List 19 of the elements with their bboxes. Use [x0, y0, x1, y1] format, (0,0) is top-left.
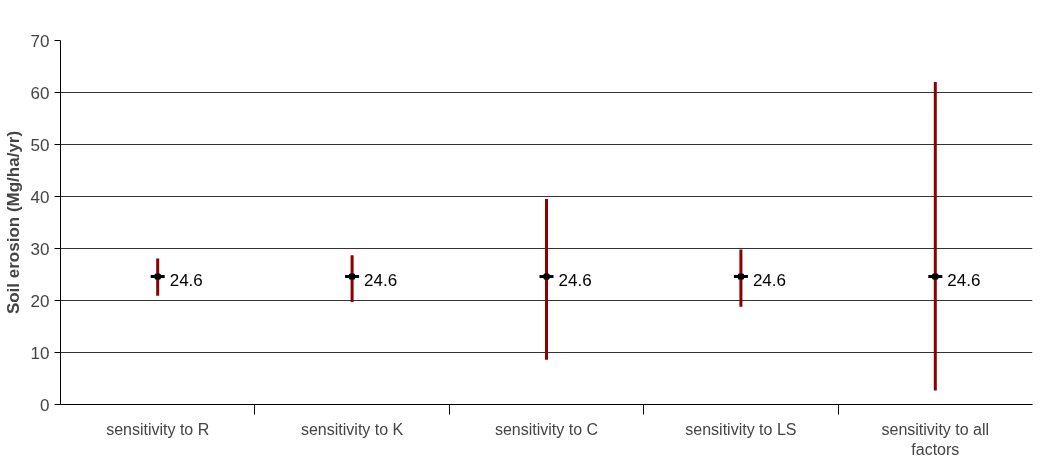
- y-tick-label: 30: [30, 239, 50, 259]
- data-label: 24.6: [558, 270, 592, 290]
- data-label: 24.6: [752, 270, 786, 290]
- x-tick-label: sensitivity to all factors: [881, 420, 990, 458]
- x-tick-label: sensitivity to LS: [685, 420, 797, 438]
- x-tick-label: sensitivity to R: [106, 420, 210, 438]
- data-label: 24.6: [169, 270, 203, 290]
- y-tick-label: 0: [40, 395, 50, 415]
- y-tick-label: 60: [30, 83, 50, 103]
- y-tick-label: 20: [30, 291, 50, 311]
- y-axis-title: Soil erosion (Mg/ha/yr): [3, 130, 23, 315]
- y-tick-label: 10: [30, 343, 50, 363]
- x-tick-label: sensitivity to K: [300, 420, 404, 438]
- y-tick-label: 70: [30, 31, 50, 51]
- y-tick-label: 50: [30, 135, 50, 155]
- x-tick-label: sensitivity to C: [494, 420, 599, 438]
- data-label: 24.6: [364, 270, 398, 290]
- y-tick-label: 40: [30, 187, 50, 207]
- data-label: 24.6: [947, 270, 981, 290]
